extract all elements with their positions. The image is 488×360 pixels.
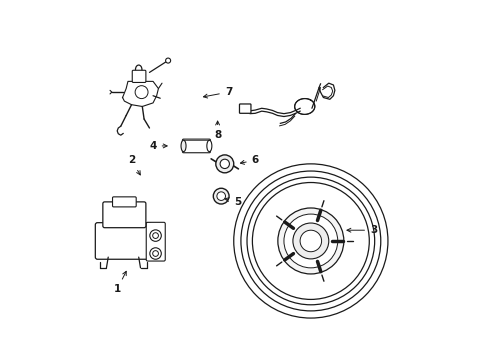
Text: 6: 6 <box>240 155 258 165</box>
FancyBboxPatch shape <box>132 70 145 82</box>
Circle shape <box>213 188 228 204</box>
Text: 2: 2 <box>128 155 140 175</box>
Text: 7: 7 <box>203 87 232 98</box>
Circle shape <box>284 214 337 268</box>
Text: 5: 5 <box>224 197 241 207</box>
FancyBboxPatch shape <box>146 222 165 261</box>
Circle shape <box>241 171 380 311</box>
Circle shape <box>149 248 161 259</box>
Circle shape <box>220 159 229 168</box>
Circle shape <box>300 230 321 252</box>
FancyBboxPatch shape <box>239 104 250 113</box>
Ellipse shape <box>135 65 142 74</box>
Circle shape <box>217 192 225 201</box>
Circle shape <box>277 208 343 274</box>
Text: 1: 1 <box>113 271 126 294</box>
FancyBboxPatch shape <box>112 197 136 207</box>
Polygon shape <box>122 81 158 107</box>
Text: 4: 4 <box>149 141 167 151</box>
Circle shape <box>233 164 387 318</box>
FancyBboxPatch shape <box>95 223 151 259</box>
Ellipse shape <box>206 140 211 152</box>
Circle shape <box>165 58 170 63</box>
Ellipse shape <box>181 140 185 152</box>
Text: 3: 3 <box>346 225 377 235</box>
Circle shape <box>149 230 161 241</box>
Circle shape <box>215 155 233 173</box>
Text: 8: 8 <box>214 121 221 140</box>
Circle shape <box>252 183 368 300</box>
Circle shape <box>292 223 328 259</box>
Circle shape <box>246 177 374 305</box>
FancyBboxPatch shape <box>102 202 145 228</box>
FancyBboxPatch shape <box>182 139 210 153</box>
